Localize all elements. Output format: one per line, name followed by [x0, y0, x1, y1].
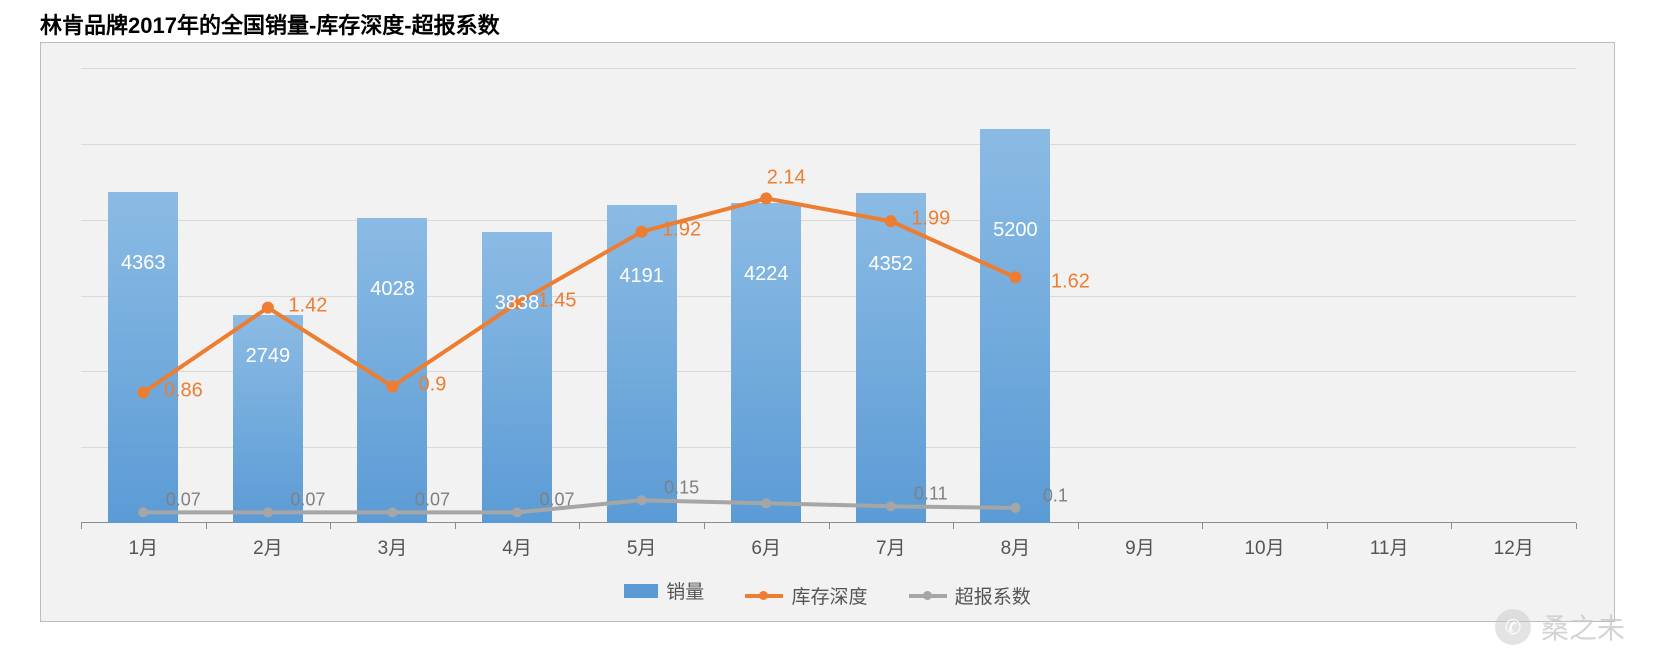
bar-value-label: 3838 [495, 292, 540, 315]
x-tick [829, 523, 830, 529]
line-value-label: 1.42 [288, 294, 327, 317]
line-marker [138, 507, 148, 517]
x-axis-label: 1月 [128, 533, 158, 560]
line-value-label: 1.45 [538, 290, 577, 313]
x-axis-label: 3月 [378, 533, 408, 560]
plot-area: 436327494028383841914224435252001月2月3月4月… [81, 68, 1576, 523]
line-marker [885, 215, 897, 227]
line-value-label: 2.14 [767, 167, 806, 190]
x-tick [1451, 523, 1452, 529]
line-marker [512, 507, 522, 517]
x-axis-label: 7月 [876, 533, 906, 560]
line-marker [262, 302, 274, 314]
x-axis-label: 11月 [1370, 533, 1409, 560]
bar-value-label: 4028 [370, 278, 415, 301]
line-value-label: 0.1 [1043, 485, 1068, 506]
x-axis-label: 10月 [1244, 533, 1284, 560]
wechat-icon: ✆ [1495, 609, 1531, 645]
line-value-label: 0.86 [164, 379, 203, 402]
bar-value-label: 4363 [121, 252, 166, 275]
x-tick [953, 523, 954, 529]
chart-frame: 4363 2749 4028 3838 4191 4224 4352 5200 1月 2月 3月 4月… [40, 42, 1615, 622]
legend-item-sales: 销量 [624, 577, 704, 604]
line-marker [386, 381, 398, 393]
x-axis-label: 2月 [253, 533, 283, 560]
line-marker [137, 387, 149, 399]
x-tick [1202, 523, 1203, 529]
x-tick [206, 523, 207, 529]
legend-label: 销量 [666, 577, 704, 604]
x-tick [1078, 523, 1079, 529]
line-marker [1009, 271, 1021, 283]
line-value-label: 0.11 [914, 484, 948, 505]
line-value-label: 0.07 [290, 490, 325, 511]
x-axis-label: 4月 [502, 533, 532, 560]
line-value-label: 0.07 [166, 490, 201, 511]
line-marker [761, 498, 771, 508]
legend-label: 超报系数 [955, 582, 1031, 609]
bar-value-label: 4191 [619, 265, 664, 288]
line-value-label: 0.07 [415, 490, 450, 511]
legend-swatch-bar [624, 584, 658, 598]
x-axis-label: 6月 [751, 533, 781, 560]
x-axis-label: 5月 [627, 533, 657, 560]
x-axis-label: 9月 [1125, 533, 1155, 560]
x-tick [455, 523, 456, 529]
bar-value-label: 2749 [246, 345, 291, 368]
line-value-label: 0.07 [540, 490, 575, 511]
bar-value-label: 4352 [869, 253, 914, 276]
line-marker [760, 192, 772, 204]
line-value-label: 1.92 [662, 218, 701, 241]
watermark-text: 桑之未 [1541, 607, 1625, 647]
chart-title: 林肯品牌2017年的全国销量-库存深度-超报系数 [40, 8, 500, 40]
x-tick [579, 523, 580, 529]
legend-label: 库存深度 [791, 582, 867, 609]
line-value-label: 1.62 [1051, 271, 1090, 294]
bar-value-label: 5200 [993, 219, 1038, 242]
legend: 销量 库存深度 超报系数 [41, 577, 1614, 609]
line-marker [263, 507, 273, 517]
watermark: ✆ 桑之未 [1495, 607, 1625, 647]
line-marker [387, 507, 397, 517]
x-axis-label: 12月 [1494, 533, 1534, 560]
legend-swatch-line-grey [909, 594, 947, 598]
x-axis-label: 8月 [1001, 533, 1031, 560]
x-tick [1327, 523, 1328, 529]
x-tick [704, 523, 705, 529]
line-overreport [143, 500, 1015, 512]
line-marker [886, 501, 896, 511]
line-value-label: 0.15 [664, 478, 699, 499]
x-tick [1576, 523, 1577, 529]
bar-value-label: 4224 [744, 263, 789, 286]
legend-swatch-line-orange [745, 594, 783, 598]
line-value-label: 1.99 [911, 208, 950, 231]
x-tick [330, 523, 331, 529]
line-marker [1010, 503, 1020, 513]
legend-item-overreport: 超报系数 [909, 582, 1031, 609]
x-tick [81, 523, 82, 529]
line-marker [636, 226, 648, 238]
line-marker [637, 495, 647, 505]
line-value-label: 0.9 [419, 373, 447, 396]
legend-item-inventory: 库存深度 [745, 582, 867, 609]
